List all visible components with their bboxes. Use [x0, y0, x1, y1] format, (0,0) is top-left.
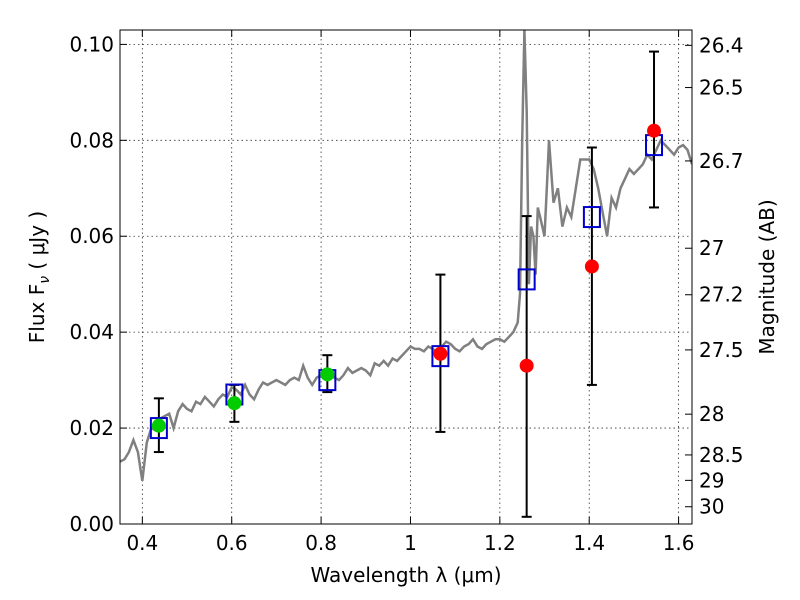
y-axis-title-main: Flux F	[25, 284, 49, 343]
x-tick-label: 0.4	[126, 531, 158, 555]
model-square-marker	[517, 268, 536, 291]
y2-tick-label: 26.4	[699, 33, 744, 57]
y-tick-label: 0.00	[69, 512, 114, 536]
axes: 0.4 0.6 0.8 1 1.2 1.4 1.6 0.00 0.02 0.04 0.06 0.08 0…	[69, 29, 744, 555]
y2-tick-label: 28.5	[699, 443, 744, 467]
spectrum-line	[120, 30, 692, 481]
y2-tick-label: 27.5	[699, 338, 744, 362]
y-tick-label: 0.08	[69, 128, 114, 152]
data-point-marker	[584, 259, 599, 274]
y2-tick-label: 27	[699, 236, 724, 260]
y-tick-label: 0.06	[69, 224, 114, 248]
y2-tick-label: 27.2	[699, 283, 744, 307]
y2-tick-label: 26.5	[699, 76, 744, 100]
x-tick-label: 0.6	[216, 531, 248, 555]
model-square-marker	[582, 206, 601, 229]
y2-tick-label: 26.7	[699, 149, 744, 173]
y-axis-title: Flux Fν ( μJy )	[25, 211, 53, 343]
y2-axis-title: Magnitude (AB)	[755, 199, 779, 354]
x-tick-label: 1.4	[573, 531, 605, 555]
data-point-marker	[227, 396, 242, 411]
data-point-marker	[433, 346, 448, 361]
y-tick-label: 0.10	[69, 32, 114, 56]
x-tick-label: 0.8	[305, 531, 337, 555]
data-point-marker	[320, 367, 335, 382]
grid	[120, 30, 692, 524]
data-point-marker	[519, 358, 534, 373]
data-point-marker	[647, 123, 662, 138]
y-axis-title-sub: ν	[37, 276, 53, 284]
x-tick-label: 1.6	[663, 531, 695, 555]
plot-frame	[119, 29, 693, 525]
data-point-marker	[151, 418, 166, 433]
y2-tick-label: 30	[699, 495, 724, 519]
y-tick-label: 0.04	[69, 320, 114, 344]
model-square-marker	[431, 345, 450, 368]
y-tick-label: 0.02	[69, 416, 114, 440]
x-tick-label: 1	[404, 531, 417, 555]
model-square-marker	[149, 417, 168, 440]
x-axis-title: Wavelength λ (μm)	[310, 563, 501, 587]
x-tick-label: 1.2	[484, 531, 516, 555]
y2-tick-label: 29	[699, 468, 724, 492]
series-layer	[120, 30, 692, 518]
y2-tick-label: 28	[699, 402, 724, 426]
y-axis-title-unit: ( μJy )	[25, 211, 49, 276]
